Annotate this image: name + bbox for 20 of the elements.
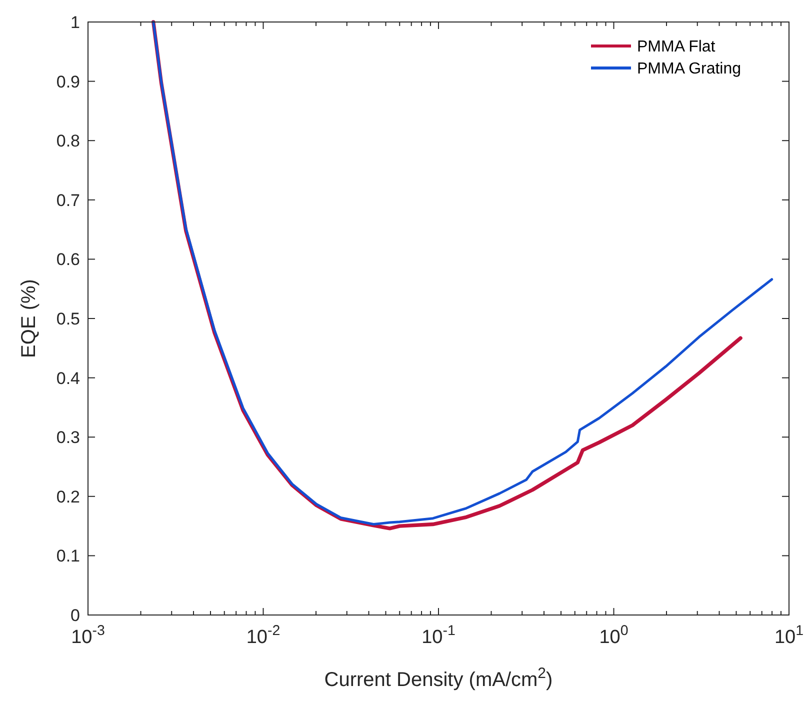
x-tick-label: 10$^{-3}$ bbox=[71, 623, 105, 648]
y-tick-label: 0.8 bbox=[56, 132, 80, 151]
legend-label: PMMA Flat bbox=[637, 38, 716, 56]
y-axis-title: EQE (%) bbox=[18, 279, 40, 358]
y-tick-label: 1 bbox=[70, 12, 80, 32]
y-tick-label: 0.4 bbox=[56, 368, 80, 388]
x-tick-label: 10$^{-2}$ bbox=[246, 623, 280, 648]
y-tick-label: 0.3 bbox=[56, 428, 80, 448]
x-tick-label: 10$^{1}$ bbox=[774, 623, 804, 648]
x-axis-title: Current Density (mA/cm$^{2}$) bbox=[324, 664, 553, 691]
y-tick-label: 0.7 bbox=[56, 190, 80, 210]
y-tick-label: 0.1 bbox=[56, 546, 80, 566]
legend-label: PMMA Grating bbox=[637, 60, 742, 78]
x-tick-label: 10$^{0}$ bbox=[599, 623, 628, 648]
y-tick-label: 0.9 bbox=[56, 72, 80, 92]
y-tick-label: 0 bbox=[70, 606, 80, 625]
x-tick-label: 10$^{-1}$ bbox=[422, 623, 456, 648]
y-tick-label: 0.6 bbox=[56, 250, 80, 270]
y-tick-label: 0.2 bbox=[56, 487, 80, 506]
y-tick-label: 0.5 bbox=[56, 309, 80, 328]
